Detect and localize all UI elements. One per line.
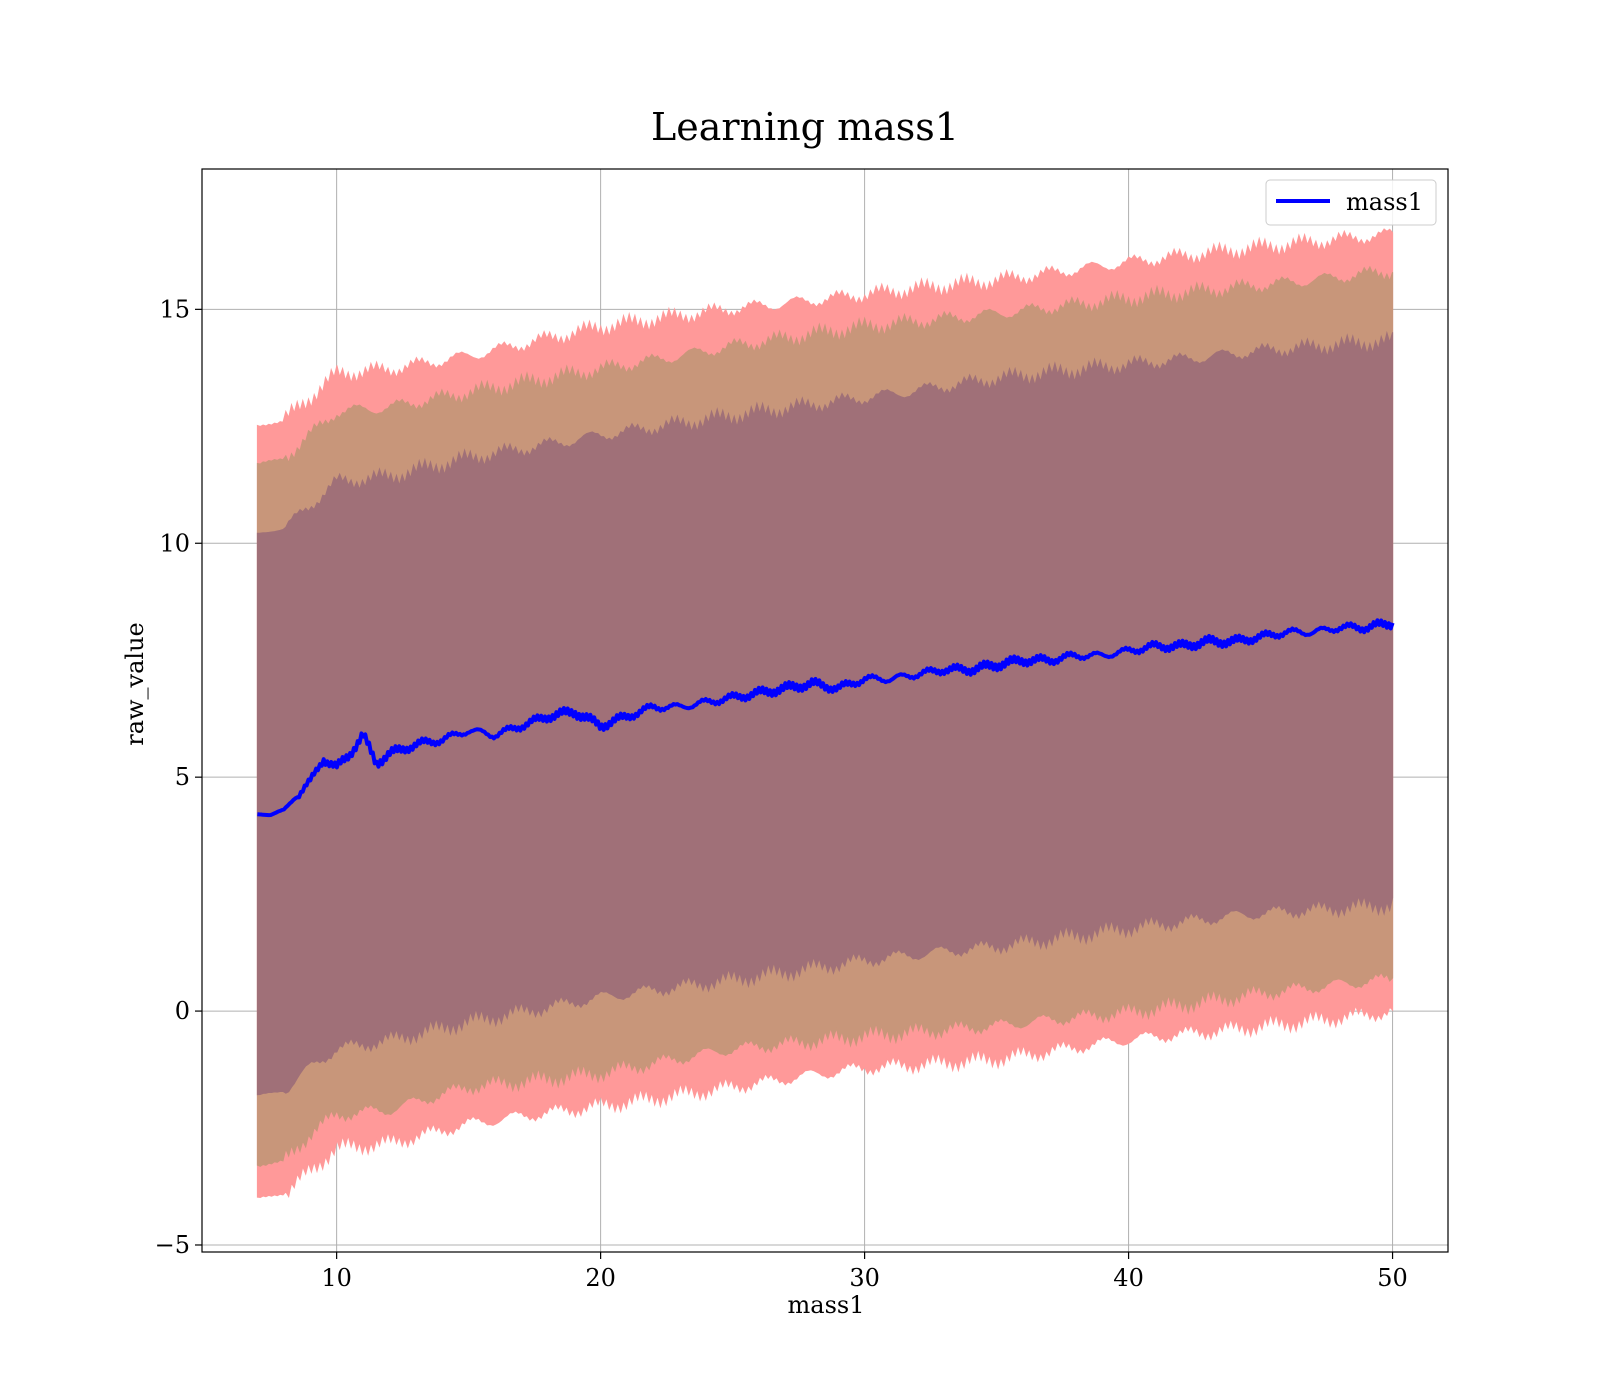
confidence-band-inner bbox=[256, 330, 1394, 1096]
y-tick-label: 5 bbox=[175, 763, 190, 791]
x-axis-label: mass1 bbox=[788, 1291, 865, 1319]
legend-label-mass1: mass1 bbox=[1346, 188, 1423, 216]
y-tick-label: 10 bbox=[159, 529, 190, 557]
line-layer bbox=[257, 618, 1395, 818]
chart-title: Learning mass1 bbox=[651, 105, 959, 149]
series-line-mass1 bbox=[257, 618, 1395, 818]
band-layer bbox=[256, 228, 1394, 1199]
y-axis-label: raw_value bbox=[121, 622, 149, 746]
legend-box bbox=[1265, 179, 1437, 226]
x-tick-label: 30 bbox=[849, 1264, 880, 1292]
tick-layer: 10 20 30 40 50 −5 0 5 10 15 bbox=[155, 295, 1408, 1292]
y-tick-label: 15 bbox=[159, 295, 190, 323]
x-tick-label: 20 bbox=[585, 1264, 616, 1292]
x-tick-label: 10 bbox=[321, 1264, 352, 1292]
plot-frame bbox=[201, 168, 1449, 1253]
x-tick-label: 50 bbox=[1377, 1264, 1408, 1292]
y-tick-label: −5 bbox=[155, 1231, 190, 1259]
legend: mass1 bbox=[1265, 179, 1437, 226]
x-tick-label: 40 bbox=[1113, 1264, 1144, 1292]
y-tick-label: 0 bbox=[175, 997, 190, 1025]
